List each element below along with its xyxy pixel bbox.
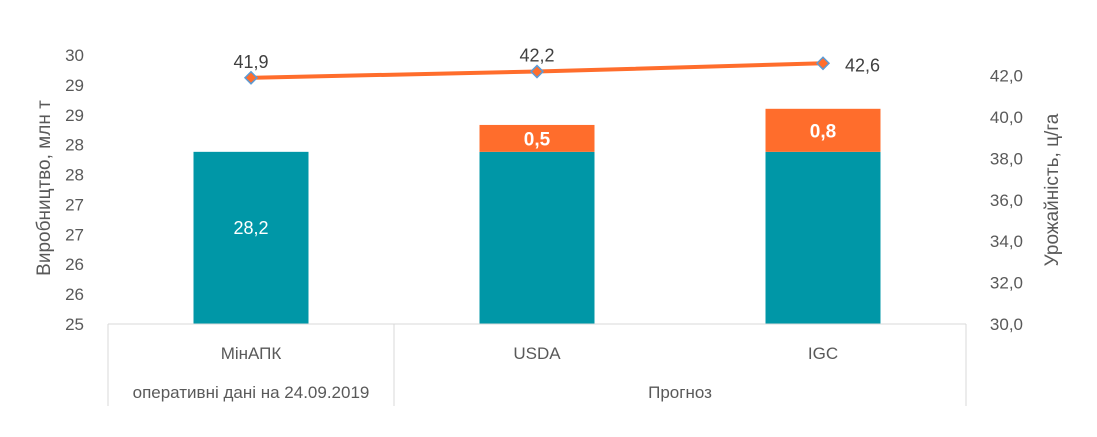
right-tick-label: 32,0	[990, 274, 1023, 293]
right-tick-label: 34,0	[990, 232, 1023, 251]
yield-data-label: 41,9	[233, 52, 268, 72]
right-tick-label: 38,0	[990, 149, 1023, 168]
yield-line: 41,9 42,2 42,6	[233, 46, 880, 85]
bar-base	[193, 151, 309, 324]
category-label: USDA	[513, 344, 561, 363]
right-tick-label: 40,0	[990, 108, 1023, 127]
left-tick-label: 27	[65, 195, 84, 214]
bars	[193, 108, 881, 324]
category-label: МінАПК	[221, 344, 282, 363]
yield-point	[815, 56, 831, 71]
bar-data-label: 28,2	[233, 218, 268, 238]
bar-increment	[479, 124, 595, 152]
category-label: IGC	[808, 344, 838, 363]
left-axis-ticks: 25 26 26 27 27 28 28 29 29 30	[65, 46, 84, 334]
left-tick-label: 29	[65, 76, 84, 95]
left-tick-label: 26	[65, 255, 84, 274]
right-tick-label: 30,0	[990, 315, 1023, 334]
left-tick-label: 27	[65, 225, 84, 244]
bar-base	[765, 151, 881, 324]
category-axis: оперативні дані на 24.09.2019 Прогноз МінА…	[107, 323, 967, 406]
left-tick-label: 28	[65, 136, 84, 155]
right-axis-ticks: 30,0 32,0 34,0 36,0 38,0 40,0 42,0	[990, 67, 1023, 334]
left-tick-label: 28	[65, 166, 84, 185]
y-axis-title-left: Виробництво, млн т	[34, 100, 55, 276]
bar-increment	[765, 108, 881, 152]
right-tick-label: 36,0	[990, 191, 1023, 210]
group-label: оперативні дані на 24.09.2019	[133, 383, 370, 402]
y-axis-title-right: Урожайність, ц/га	[1042, 113, 1063, 266]
yield-data-label: 42,2	[519, 46, 554, 66]
left-tick-label: 26	[65, 285, 84, 304]
bar-labels: 28,2 0,5 0,8	[233, 121, 836, 238]
left-tick-label: 30	[65, 46, 84, 65]
right-tick-label: 42,0	[990, 67, 1023, 86]
bar-data-label: 0,8	[810, 121, 836, 142]
left-tick-label: 25	[65, 315, 84, 334]
group-label: Прогноз	[648, 383, 712, 402]
bar-data-label: 0,5	[524, 129, 551, 150]
yield-point	[243, 70, 259, 85]
yield-point	[529, 64, 545, 79]
yield-data-label: 42,6	[845, 55, 880, 75]
left-tick-label: 29	[65, 106, 84, 125]
bar-base	[479, 151, 595, 324]
